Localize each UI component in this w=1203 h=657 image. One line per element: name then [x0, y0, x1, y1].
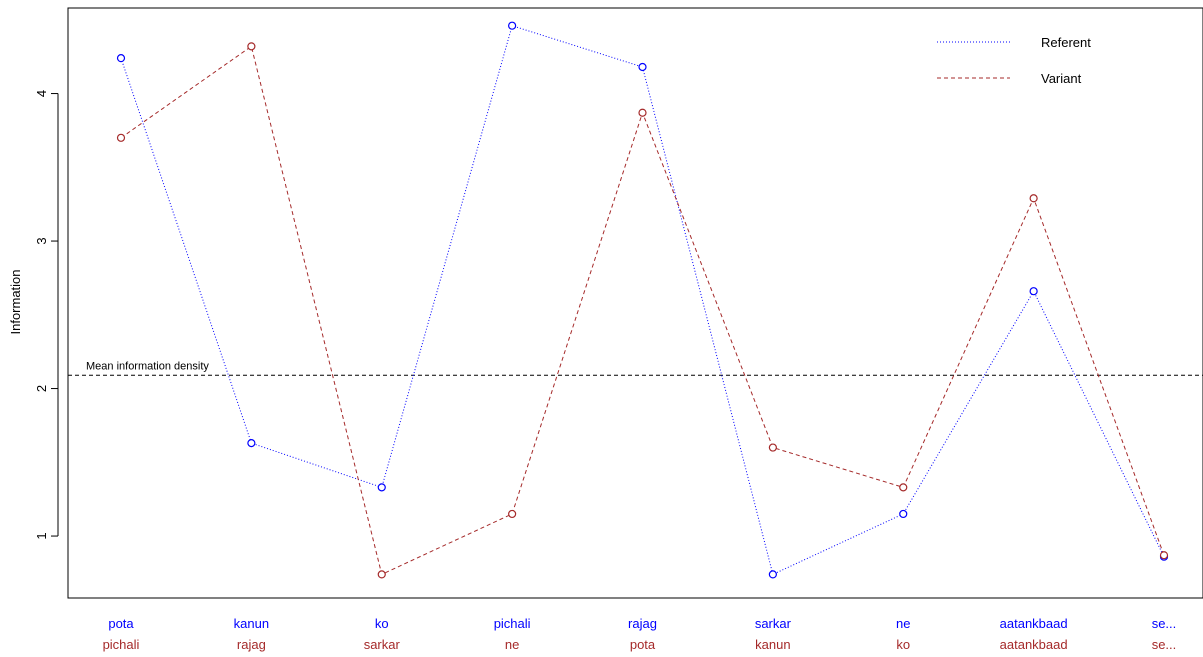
data-point-referent: [1029, 287, 1038, 296]
x-tick-label-variant: aatankbaad: [1000, 637, 1068, 652]
data-point-referent: [508, 21, 517, 30]
legend-label-referent: Referent: [1041, 35, 1091, 50]
data-point-referent: [768, 570, 777, 579]
legend-label-variant: Variant: [1041, 71, 1082, 86]
data-point-referent: [377, 483, 386, 492]
x-tick-label-referent: kanun: [234, 616, 269, 631]
y-tick-label: 1: [34, 532, 49, 539]
x-tick-label-variant: pota: [630, 637, 656, 652]
x-tick-label-variant: rajag: [237, 637, 266, 652]
x-tick-label-referent: ne: [896, 616, 910, 631]
x-tick-label-referent: ko: [375, 616, 389, 631]
x-tick-label-variant: sarkar: [364, 637, 401, 652]
y-tick-label: 4: [34, 90, 49, 97]
data-point-variant: [377, 570, 386, 579]
x-tick-label-referent: se...: [1152, 616, 1177, 631]
data-point-referent: [247, 439, 256, 448]
data-point-variant: [638, 108, 647, 117]
plot-frame: [67, 7, 1203, 599]
x-tick-label-referent: aatankbaad: [1000, 616, 1068, 631]
data-point-variant: [899, 483, 908, 492]
x-tick-label-referent: rajag: [628, 616, 657, 631]
legend: Referent Variant: [937, 35, 1091, 86]
data-point-variant: [1029, 194, 1038, 203]
data-point-variant: [116, 133, 126, 142]
x-tick-label-variant: ko: [896, 637, 910, 652]
x-tick-label-referent: pichali: [494, 616, 531, 631]
series-line-variant: [120, 45, 1165, 576]
data-point-variant: [508, 509, 517, 519]
mean-reference-line: Mean information density: [68, 360, 1203, 376]
y-tick-label: 3: [34, 237, 49, 244]
x-tick-label-variant: kanun: [755, 637, 790, 652]
x-tick-label-referent: sarkar: [755, 616, 792, 631]
series-layer: [116, 21, 1169, 579]
data-point-variant: [768, 443, 777, 452]
data-point-referent: [638, 62, 647, 72]
series-line-referent: [120, 25, 1165, 576]
y-axis: 1 2 3 4: [34, 90, 59, 540]
x-tick-label-variant: ne: [505, 637, 519, 652]
x-tick-label-variant: pichali: [103, 637, 140, 652]
y-axis-label: Information: [8, 269, 23, 334]
y-tick-label: 2: [34, 385, 49, 392]
x-tick-labels: pota kanun ko pichali rajag sarkar ne aatankbaa…: [103, 616, 1177, 652]
x-tick-label-referent: pota: [108, 616, 134, 631]
data-point-variant: [1159, 551, 1169, 560]
data-point-referent: [899, 509, 908, 519]
data-point-referent: [116, 54, 126, 63]
data-point-variant: [247, 42, 256, 51]
mean-line-label: Mean information density: [86, 360, 209, 372]
x-tick-label-variant: se...: [1152, 637, 1177, 652]
